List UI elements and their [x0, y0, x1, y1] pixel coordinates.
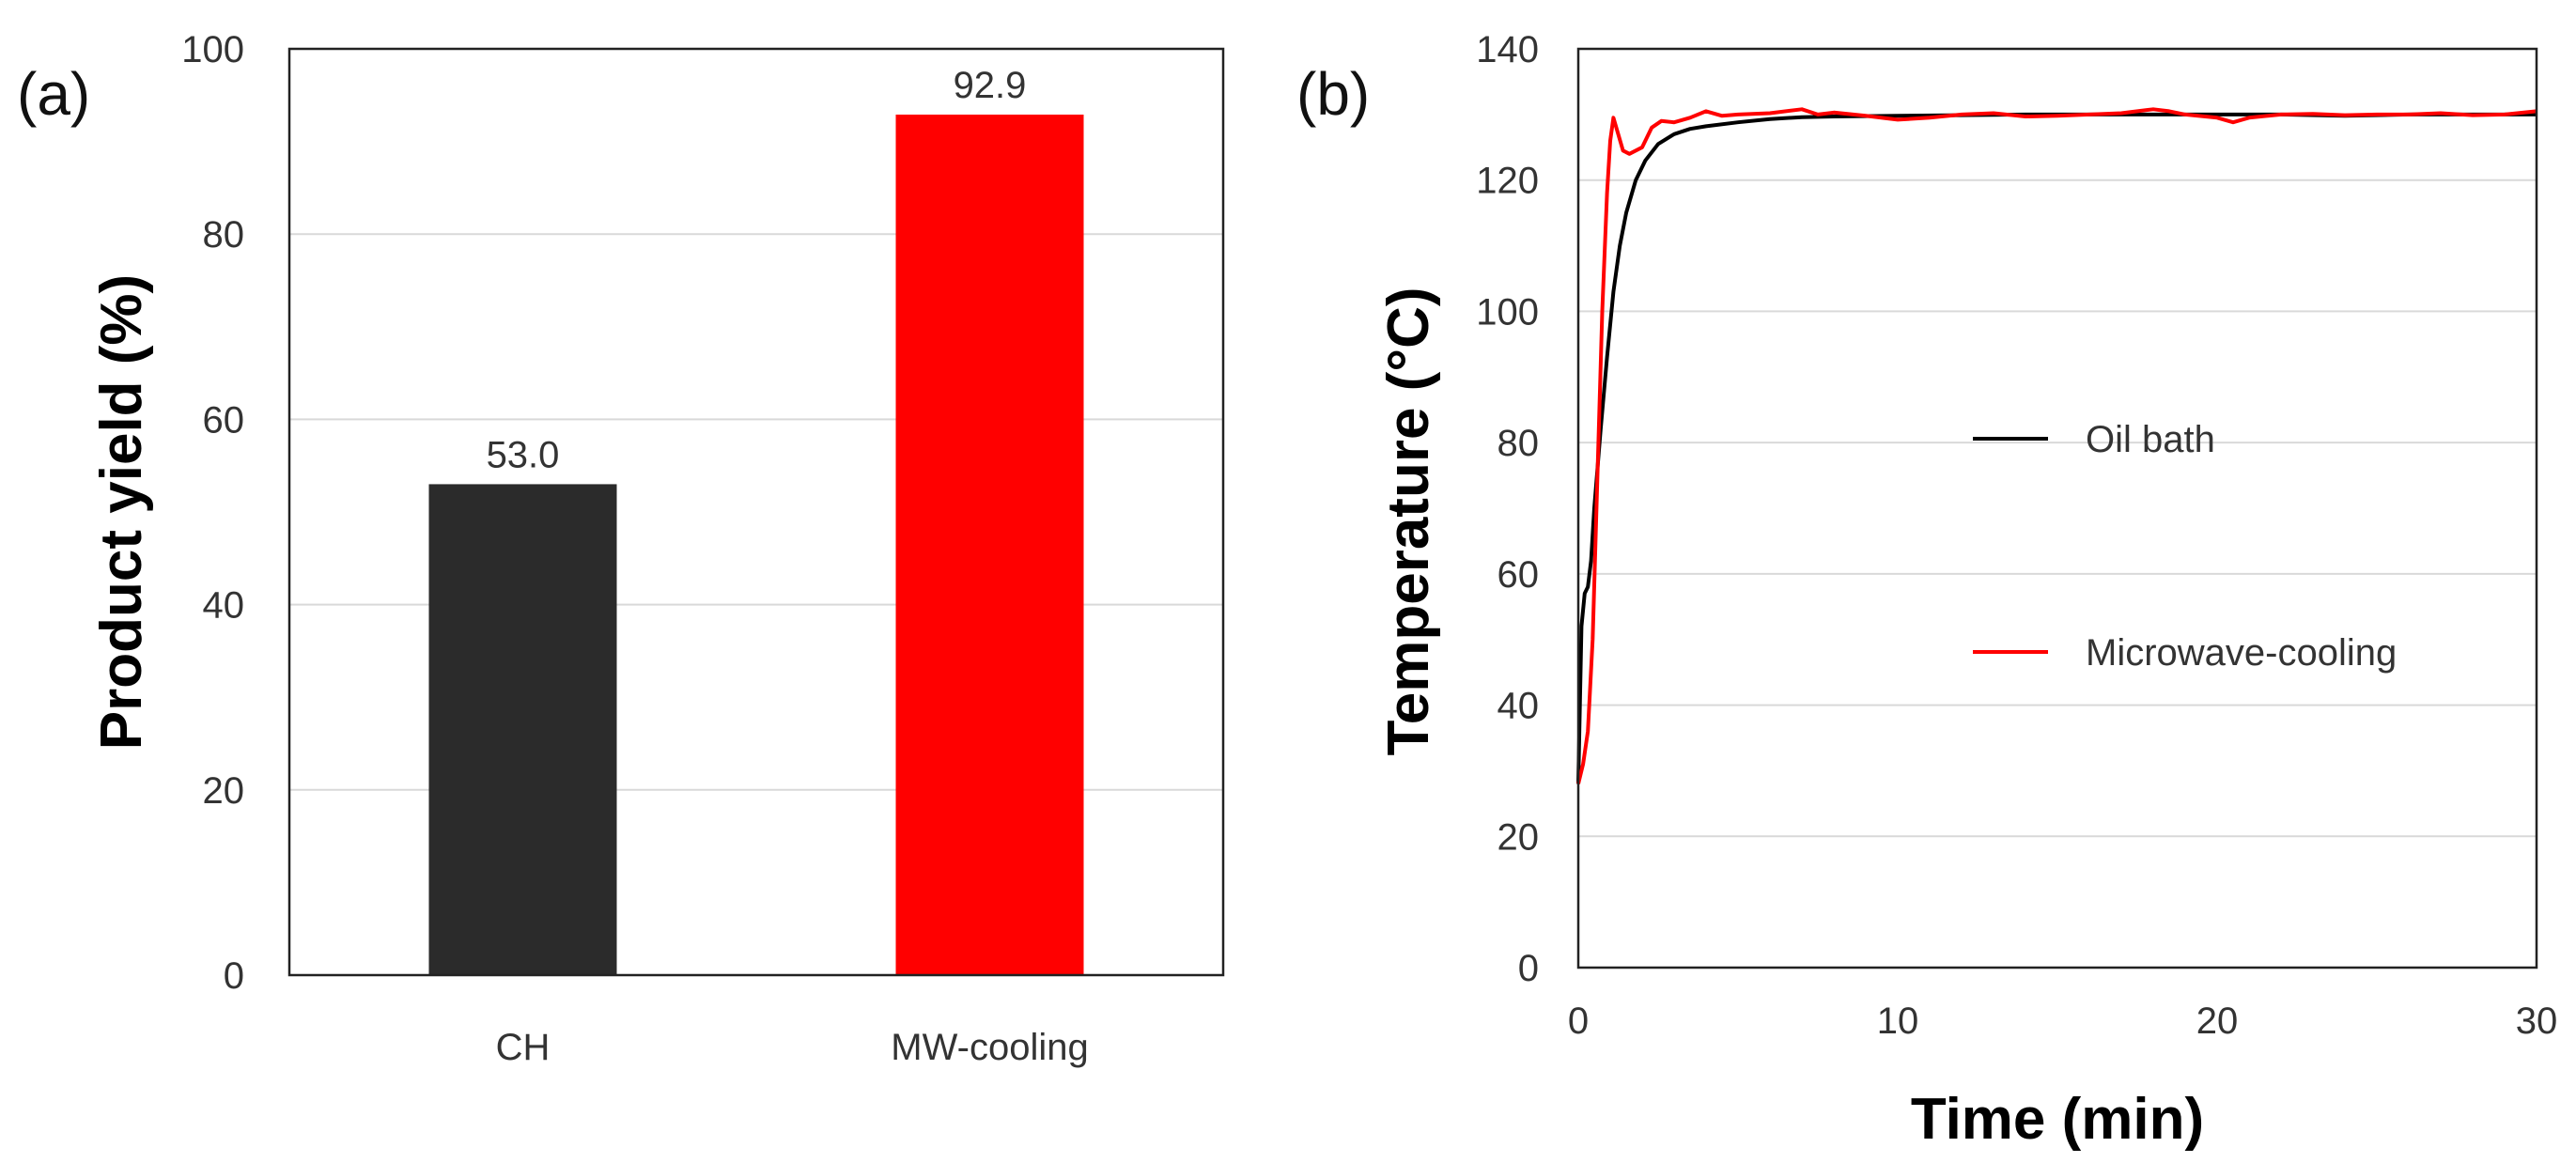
panel-b-line-chart: (b) 0 20 40 60 80 100 120 140 0 10 20 30 Oil bath …	[1296, 29, 2557, 1152]
panel-b-y-tick: 100	[1476, 291, 1539, 333]
panel-a-y-tick: 60	[203, 399, 245, 441]
panel-b-legend: Oil bath Microwave-cooling	[1973, 419, 2397, 674]
bar-mw-cooling	[895, 115, 1084, 976]
panel-a-y-tick-labels: 0 20 40 60 80 100	[181, 29, 244, 997]
panel-a-y-tick: 40	[203, 585, 245, 627]
panel-b-y-tick: 40	[1497, 686, 1540, 727]
panel-b-x-tick-labels: 0 10 20 30	[1568, 1000, 2557, 1042]
panel-a-bars	[428, 115, 1084, 976]
panel-a-plot-frame	[287, 47, 1225, 977]
panel-b-y-axis-title: Temperature (°C)	[1376, 287, 1441, 755]
panel-a-y-tick: 80	[203, 214, 245, 256]
panel-b-y-tick-labels: 0 20 40 60 80 100 120 140	[1476, 29, 1539, 989]
panel-b-series-lines	[1576, 107, 2537, 784]
panel-b-y-tick: 60	[1497, 554, 1540, 596]
panel-a-data-labels: 53.0 92.9	[487, 65, 1027, 475]
panel-b-y-tick: 120	[1476, 161, 1539, 202]
panel-b-x-tick: 10	[1877, 1000, 1919, 1042]
legend-label-microwave-cooling: Microwave-cooling	[2086, 632, 2397, 674]
panel-b-x-tick: 30	[2516, 1000, 2558, 1042]
panel-b-x-tick: 0	[1568, 1000, 1589, 1042]
bar-ch	[428, 484, 617, 975]
panel-b-label: (b)	[1296, 60, 1370, 128]
series-line-microwave-cooling	[1576, 107, 2537, 784]
panel-a-y-tick: 0	[224, 955, 244, 997]
panel-b-y-tick: 0	[1518, 948, 1539, 989]
panel-a-x-tick-labels: CH MW-cooling	[496, 1027, 1089, 1068]
panel-b-x-axis-title: Time (min)	[1911, 1087, 2204, 1152]
panel-a-y-axis-title: Product yield (%)	[89, 274, 154, 750]
panel-b-gridlines	[1578, 178, 2537, 838]
panel-a-y-tick: 20	[203, 770, 245, 812]
panel-a-x-tick: MW-cooling	[891, 1027, 1088, 1068]
panel-b-plot-frame	[1576, 47, 2538, 969]
bar-value-label: 92.9	[954, 65, 1027, 106]
panel-a-x-tick: CH	[496, 1027, 551, 1068]
panel-b-y-tick: 80	[1497, 423, 1540, 464]
series-line-oil-bath	[1576, 112, 2537, 784]
panel-b-x-tick: 20	[2196, 1000, 2239, 1042]
panel-a-bar-chart: (a) 0 20 40 60 80 100 CH MW-cooling 53.0 92.9 P…	[17, 29, 1225, 1068]
legend-label-oil-bath: Oil bath	[2086, 419, 2215, 460]
panel-a-y-tick: 100	[181, 29, 244, 70]
panel-b-y-tick: 20	[1497, 816, 1540, 858]
bar-value-label: 53.0	[487, 434, 560, 475]
panel-b-y-tick: 140	[1476, 29, 1539, 70]
panel-a-label: (a)	[17, 60, 90, 128]
